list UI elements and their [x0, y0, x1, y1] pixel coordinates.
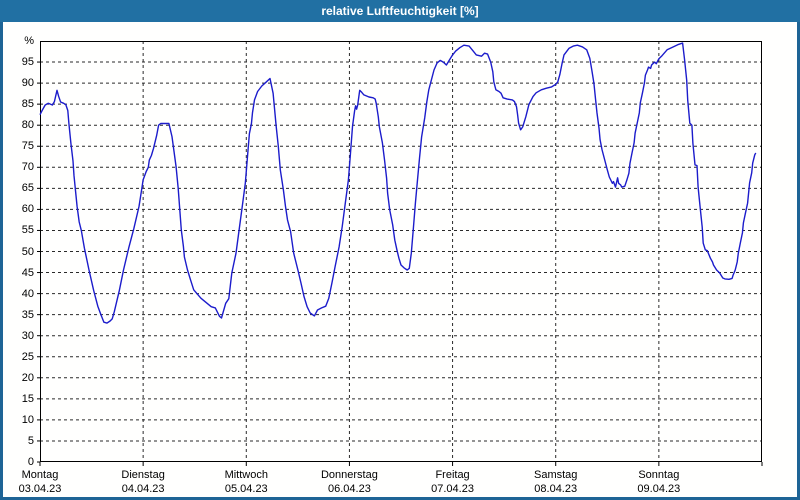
y-tick-label: 45	[21, 266, 34, 279]
y-tick-label: 15	[21, 392, 34, 405]
x-day-label: Donnerstag	[320, 469, 378, 481]
x-date-label: 03.04.23	[18, 483, 62, 495]
plot-border	[40, 41, 762, 462]
x-day-label: Montag	[21, 469, 59, 481]
x-date-label: 07.04.23	[431, 483, 474, 495]
y-tick-label: 0	[27, 456, 34, 468]
chart-title: relative Luftfeuchtigkeit [%]	[321, 4, 479, 18]
y-tick-label: 55	[21, 224, 34, 237]
x-date-label: 09.04.23	[637, 483, 681, 495]
x-day-label: Samstag	[533, 469, 578, 481]
y-tick-label: 95	[21, 56, 34, 69]
x-date-label: 04.04.23	[121, 483, 165, 495]
y-tick-label: 90	[21, 77, 34, 90]
x-date-label: 08.04.23	[534, 483, 578, 495]
y-tick-label: 35	[21, 308, 34, 321]
humidity-line	[39, 42, 757, 324]
y-tick-label: 25	[21, 350, 34, 363]
y-tick-label: 80	[21, 119, 34, 132]
y-axis-labels: % 95 90 85 80 75 70 65 60 55 50 45 40 35 30 25 20 15 10 5 0	[3, 22, 34, 497]
y-tick-label: 65	[21, 182, 34, 195]
y-tick-label: 20	[21, 371, 34, 384]
plot-area	[37, 41, 763, 466]
y-tick-label: 30	[21, 329, 34, 342]
y-tick-label: 40	[21, 287, 34, 300]
y-tick-label: 5	[27, 434, 34, 447]
x-day-label: Mittwoch	[224, 469, 268, 481]
title-bar: relative Luftfeuchtigkeit [%]	[0, 0, 800, 22]
y-axis-unit-label: %	[24, 35, 34, 47]
chart-canvas: % 95 90 85 80 75 70 65 60 55 50 45 40 35 30 25 20 15 10 5 0 …	[3, 22, 797, 497]
x-day-label: Sonntag	[638, 469, 680, 481]
x-day-label: Dienstag	[121, 469, 165, 481]
y-tick-label: 70	[21, 161, 34, 174]
y-tick-label: 60	[21, 203, 34, 216]
y-tick-label: 10	[21, 413, 34, 426]
x-day-label: Freitag	[435, 469, 470, 481]
humidity-chart-svg	[37, 41, 763, 466]
x-axis-labels: Montag 03.04.23 Dienstag 04.04.23 Mittwoch 05…	[3, 22, 797, 497]
y-tick-label: 75	[21, 140, 34, 153]
y-tick-label: 50	[21, 245, 34, 258]
y-tick-label: 85	[21, 98, 34, 111]
x-date-label: 05.04.23	[224, 483, 268, 495]
x-date-label: 06.04.23	[328, 483, 371, 495]
